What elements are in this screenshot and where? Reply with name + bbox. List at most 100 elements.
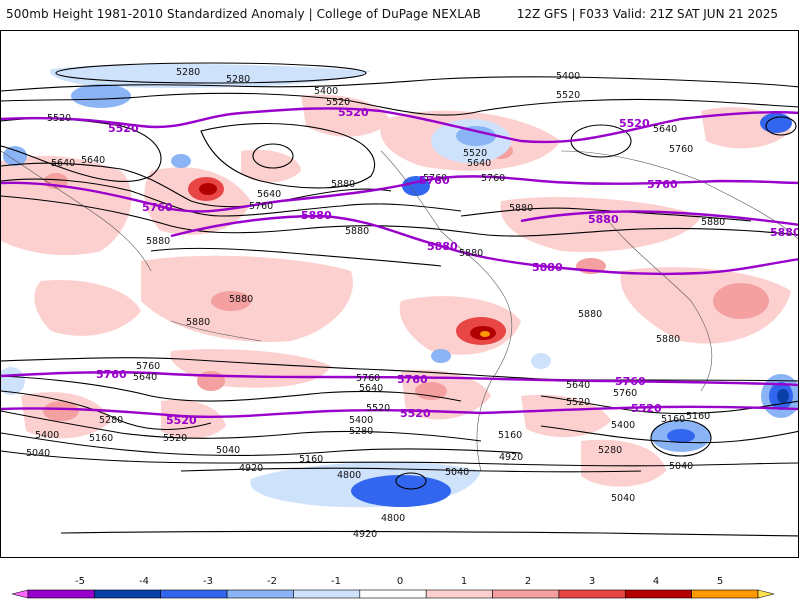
contour-label: 5640 — [133, 372, 157, 383]
height-contour-labels: 5280 5280 5400 5400 5520 5520 5520 5640 … — [26, 67, 725, 540]
colorbar-segment — [425, 589, 493, 599]
highlight-label: 5880 — [588, 213, 619, 226]
negative-anomaly-regions — [1, 63, 798, 508]
contour-label: 5880 — [331, 179, 355, 190]
colorbar-segment — [691, 589, 759, 599]
highlight-label: 5880 — [770, 226, 799, 239]
colorbar-tick-label: -4 — [139, 576, 149, 587]
highlight-label: 5520 — [338, 106, 369, 119]
highlight-label: 5760 — [615, 375, 646, 388]
highlight-label: 5520 — [400, 407, 431, 420]
highlight-label: 5760 — [419, 174, 450, 187]
contour-label: 5400 — [35, 430, 59, 441]
contour-label: 5880 — [146, 236, 170, 247]
contour-label: 5040 — [669, 461, 693, 472]
contour-label: 5760 — [613, 388, 637, 399]
colorbar-segments — [11, 589, 775, 599]
highlight-label: 5520 — [166, 414, 197, 427]
anomaly-colorbar: -5 -4 -3 -2 -1 0 1 2 3 4 5 — [0, 566, 800, 600]
contour-label: 5520 — [463, 148, 487, 159]
map-title: 500mb Height 1981-2010 Standardized Anom… — [6, 7, 481, 21]
colorbar-tick-label: 3 — [588, 576, 596, 587]
colorbar-tick-label: 5 — [716, 576, 724, 587]
run-info: 12Z GFS | F033 Valid: 21Z SAT JUN 21 202… — [516, 7, 778, 21]
colorbar-segment — [558, 589, 626, 599]
contour-label: 5040 — [445, 467, 469, 478]
contour-label: 5160 — [686, 411, 710, 422]
highlight-label: 5880 — [427, 240, 458, 253]
contour-label: 5400 — [314, 86, 338, 97]
contour-label: 5760 — [249, 201, 273, 212]
contour-label: 5640 — [359, 383, 383, 394]
contour-label: 5760 — [356, 373, 380, 384]
contour-label: 5400 — [556, 71, 580, 82]
highlight-label: 5520 — [108, 122, 139, 135]
highlight-label: 5520 — [619, 117, 650, 130]
colorbar-segment — [492, 589, 560, 599]
contour-label: 5040 — [216, 445, 240, 456]
contour-label: 5520 — [47, 113, 71, 124]
colorbar-tick-label: -1 — [331, 576, 341, 587]
contour-label: 5160 — [498, 430, 522, 441]
contour-label: 4920 — [353, 529, 377, 540]
colorbar-segment — [226, 589, 294, 599]
colorbar-segment — [94, 589, 162, 599]
contour-label: 4920 — [499, 452, 523, 463]
contour-label: 5520 — [566, 397, 590, 408]
anomaly-map: 5280 5280 5400 5400 5520 5520 5520 5640 … — [1, 62, 799, 540]
highlight-label: 5880 — [532, 261, 563, 274]
contour-label: 5160 — [661, 414, 685, 425]
contour-label: 5520 — [163, 433, 187, 444]
colorbar-graphic — [11, 589, 775, 599]
contour-label: 4800 — [381, 513, 405, 524]
colorbar-segment — [359, 589, 427, 599]
contour-label: 5280 — [176, 67, 200, 78]
highlighted-contour-labels: 5520 5520 5520 5760 5760 5760 5880 5880 … — [96, 106, 799, 427]
colorbar-tick-label: -2 — [267, 576, 277, 587]
highlight-label: 5760 — [397, 373, 428, 386]
contour-label: 5880 — [509, 203, 533, 214]
contour-label: 5640 — [467, 158, 491, 169]
contour-label: 5040 — [611, 493, 635, 504]
contour-label: 5760 — [423, 173, 447, 184]
colorbar-arrow-high — [757, 589, 775, 599]
contour-label: 5880 — [578, 309, 602, 320]
contour-label: 5280 — [226, 74, 250, 85]
contour-label: 5640 — [81, 155, 105, 166]
contour-label: 5280 — [349, 426, 373, 437]
contour-label: 5880 — [345, 226, 369, 237]
colorbar-tick-label: -3 — [203, 576, 213, 587]
colorbar-tick-label: 2 — [524, 576, 532, 587]
contour-label: 5760 — [669, 144, 693, 155]
contour-label: 5400 — [611, 420, 635, 431]
contour-label: 5520 — [326, 97, 350, 108]
colorbar-segment — [624, 589, 692, 599]
colorbar-tick-label: 4 — [652, 576, 660, 587]
contour-label: 5640 — [566, 380, 590, 391]
contour-label: 5040 — [26, 448, 50, 459]
contour-label: 5640 — [257, 189, 281, 200]
contour-label: 5760 — [136, 361, 160, 372]
map-panel: 5280 5280 5400 5400 5520 5520 5520 5640 … — [0, 30, 799, 558]
contour-label: 5280 — [598, 445, 622, 456]
colorbar-tick-label: 1 — [460, 576, 468, 587]
highlighted-contours — [1, 107, 798, 418]
highlight-label: 5760 — [96, 368, 127, 381]
contour-label: 5520 — [556, 90, 580, 101]
highlight-label: 5880 — [301, 209, 332, 222]
contour-label: 5880 — [229, 294, 253, 305]
contour-label: 5280 — [99, 415, 123, 426]
highlight-label: 5760 — [647, 178, 678, 191]
contour-label: 5640 — [51, 158, 75, 169]
contour-label: 4920 — [239, 463, 263, 474]
highlight-label: 5520 — [631, 402, 662, 415]
contour-label: 5880 — [656, 334, 680, 345]
contour-label: 5160 — [299, 454, 323, 465]
highlight-label: 5760 — [142, 201, 173, 214]
contour-label: 5640 — [653, 124, 677, 135]
contour-label: 5880 — [459, 248, 483, 259]
contour-label: 5160 — [89, 433, 113, 444]
colorbar-tick-label: -5 — [75, 576, 85, 587]
contour-label: 5760 — [481, 173, 505, 184]
colorbar-arrow-low — [11, 589, 29, 599]
